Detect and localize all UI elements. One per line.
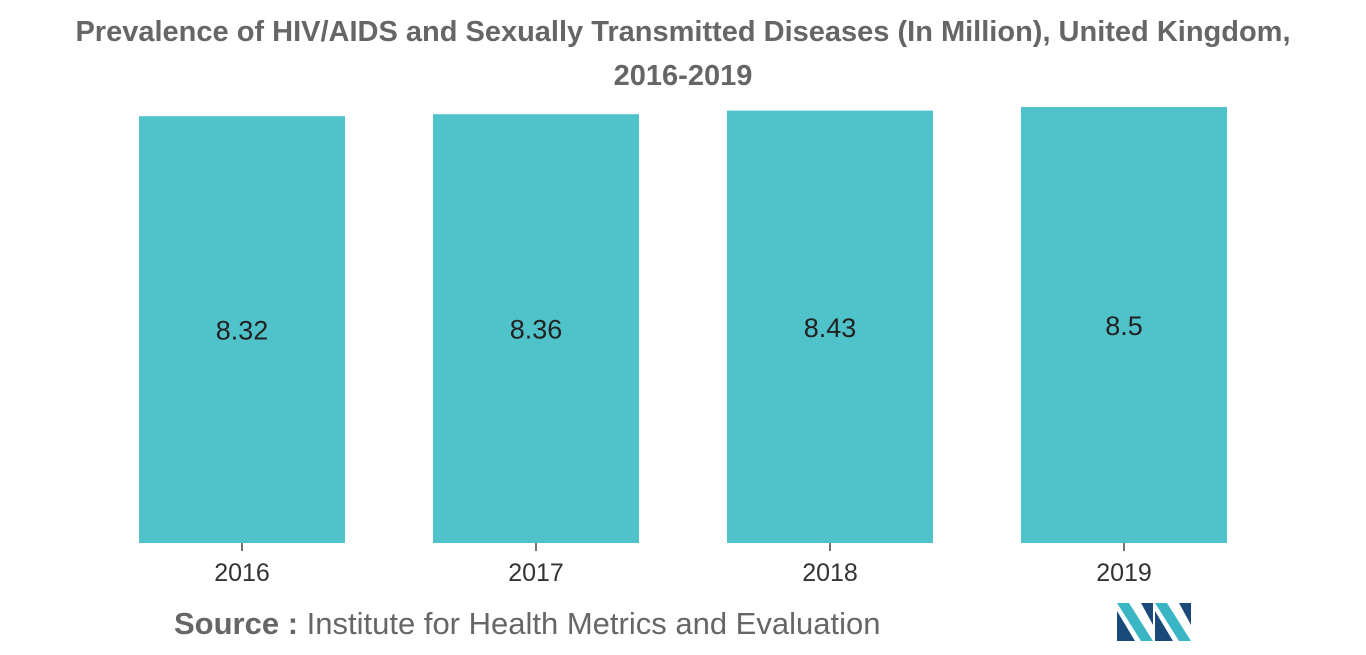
mordor-logo-icon <box>1117 603 1191 641</box>
source-label: Source : <box>174 606 299 641</box>
bar-value-label-2017: 8.36 <box>510 315 563 345</box>
bar-2018 <box>727 110 933 544</box>
bar-2019 <box>1021 107 1227 543</box>
chart-title-line-1: Prevalence of HIV/AIDS and Sexually Tran… <box>75 16 1291 48</box>
x-tick-label-2019: 2019 <box>1096 559 1152 587</box>
bar-2017 <box>433 114 639 543</box>
x-tick-label-2016: 2016 <box>214 559 270 587</box>
bar-2016 <box>139 116 345 543</box>
bar-value-label-2018: 8.43 <box>804 313 857 343</box>
x-tick-label-2017: 2017 <box>508 559 564 587</box>
source-line: Source : Institute for Health Metrics an… <box>174 606 880 642</box>
bar-chart: 8.32 2016 8.36 2017 8.43 2018 8.5 2019 <box>139 107 1227 587</box>
x-tick-label-2018: 2018 <box>802 559 858 587</box>
bar-value-label-2019: 8.5 <box>1105 311 1143 341</box>
source-text: Institute for Health Metrics and Evaluat… <box>306 606 881 641</box>
bar-value-label-2016: 8.32 <box>216 316 269 346</box>
chart-title: Prevalence of HIV/AIDS and Sexually Tran… <box>0 10 1366 98</box>
chart-title-line-2: 2016-2019 <box>613 60 753 92</box>
